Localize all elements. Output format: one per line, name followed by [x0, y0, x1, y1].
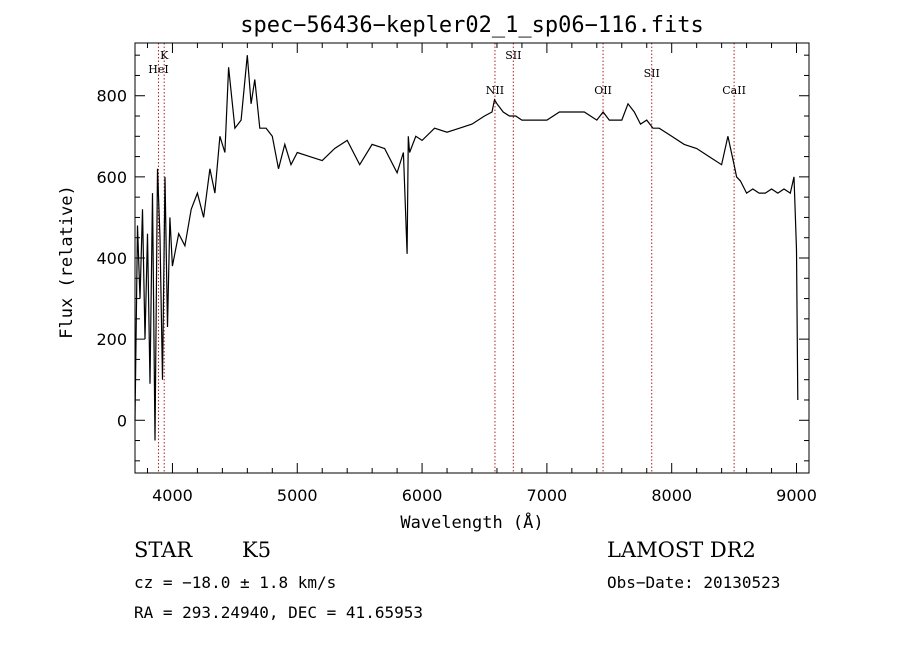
x-axis-label: Wavelength (Å)	[400, 511, 543, 533]
survey-label: LAMOST DR2	[607, 538, 756, 562]
y-tick-label: 200	[96, 330, 127, 349]
y-axis-label: Flux (relative)	[57, 185, 77, 339]
x-tick-label: 9000	[776, 486, 817, 505]
reference-line-label: CaII	[722, 84, 746, 97]
x-tick-label: 8000	[651, 486, 692, 505]
coordinates-text: RA = 293.24940, DEC = 41.65953	[134, 603, 423, 622]
redshift-text: cz = −18.0 ± 1.8 km/s	[134, 573, 337, 592]
axis-ticks: 4000 5000 6000 7000 8000 9000 0 200 400 600 800	[96, 43, 817, 505]
y-tick-label: 0	[117, 411, 127, 430]
y-tick-label: 800	[96, 87, 127, 106]
reference-line-label: HeI	[148, 63, 168, 76]
reference-line-label: OII	[594, 84, 612, 97]
object-class: STAR	[134, 538, 193, 562]
x-tick-label: 6000	[402, 486, 443, 505]
object-subclass: K5	[242, 538, 272, 562]
x-tick-label: 7000	[527, 486, 568, 505]
y-tick-label: 600	[96, 168, 127, 187]
spectrum-chart: spec−56436−kepler02_1_sp06−116.fits HeIK…	[57, 13, 817, 533]
plot-frame	[134, 42, 810, 474]
x-tick-label: 5000	[277, 486, 318, 505]
reference-line-label: K	[160, 49, 169, 62]
reference-line-label: SII	[505, 49, 521, 62]
observation-date: Obs−Date: 20130523	[607, 573, 781, 592]
chart-title: spec−56436−kepler02_1_sp06−116.fits	[240, 13, 704, 38]
reference-line-label: NII	[486, 84, 504, 97]
y-tick-label: 400	[96, 249, 127, 268]
reference-line-label: SII	[644, 67, 660, 80]
x-tick-label: 4000	[152, 486, 193, 505]
spectrum-line	[134, 55, 799, 441]
